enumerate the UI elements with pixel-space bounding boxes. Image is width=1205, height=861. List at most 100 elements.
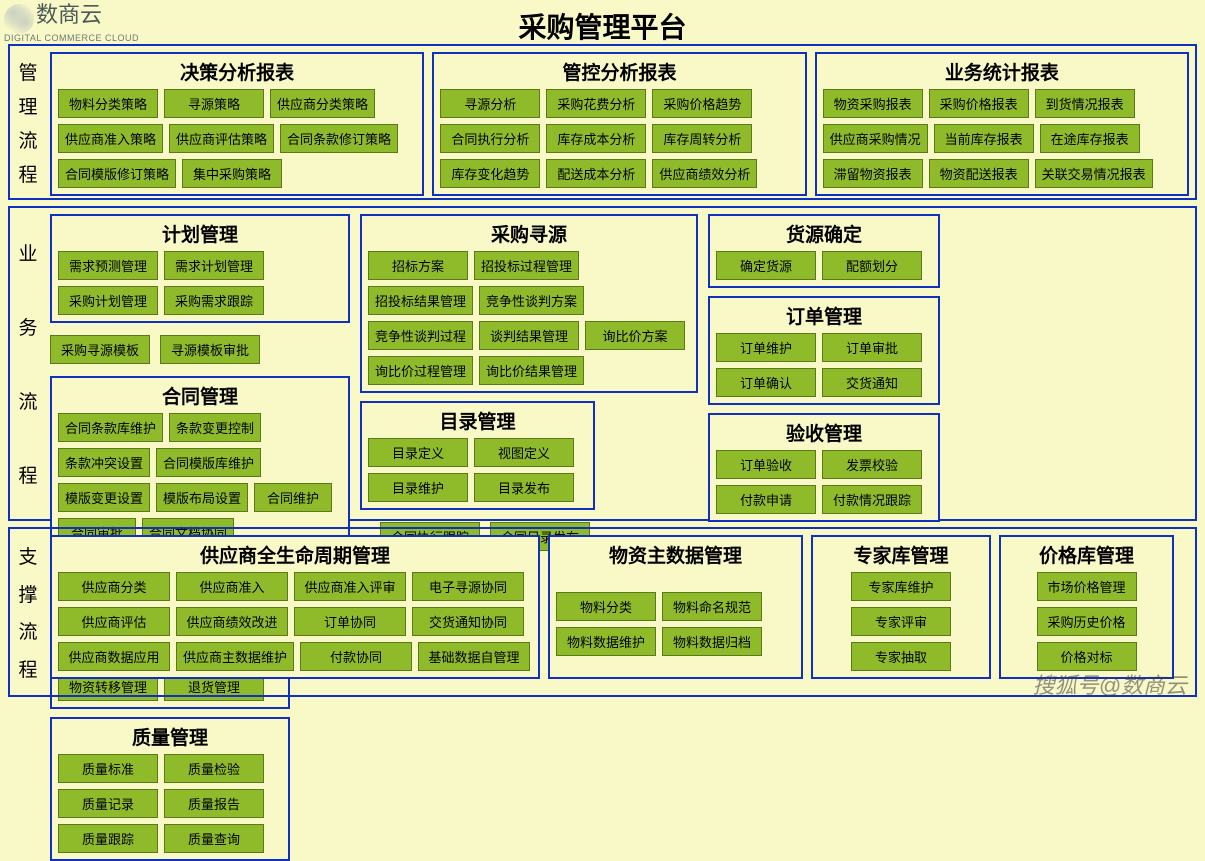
item[interactable]: 合同执行分析 <box>440 124 540 153</box>
item[interactable]: 供应商准入 <box>176 572 288 601</box>
item[interactable]: 招投标结果管理 <box>368 286 473 315</box>
item[interactable]: 谈判结果管理 <box>479 321 579 350</box>
item[interactable]: 供应商分类 <box>58 572 170 601</box>
item[interactable]: 采购价格趋势 <box>652 89 752 118</box>
item[interactable]: 发票校验 <box>822 450 922 479</box>
item[interactable]: 采购历史价格 <box>1037 607 1137 636</box>
item[interactable]: 订单确认 <box>716 368 816 397</box>
item[interactable]: 供应商准入策略 <box>58 124 163 153</box>
item[interactable]: 合同条款修订策略 <box>280 124 398 153</box>
item[interactable]: 需求计划管理 <box>164 251 264 280</box>
item[interactable]: 询比价方案 <box>585 321 685 350</box>
group-quality: 质量管理 质量标准质量检验质量记录质量报告质量跟踪质量查询 <box>50 717 290 861</box>
item[interactable]: 专家库维护 <box>851 572 951 601</box>
item[interactable]: 采购价格报表 <box>929 89 1029 118</box>
page-title: 采购管理平台 <box>0 0 1205 46</box>
item[interactable]: 付款申请 <box>716 485 816 514</box>
item[interactable]: 质量记录 <box>58 789 158 818</box>
item[interactable]: 库存变化趋势 <box>440 159 540 188</box>
item[interactable]: 订单审批 <box>822 333 922 362</box>
watermark: 搜狐号@数商云 <box>1033 668 1187 700</box>
item[interactable]: 需求预测管理 <box>58 251 158 280</box>
item[interactable]: 电子寻源协同 <box>412 572 524 601</box>
item[interactable]: 到货情况报表 <box>1035 89 1135 118</box>
item[interactable]: 采购花费分析 <box>546 89 646 118</box>
item[interactable]: 供应商评估 <box>58 607 170 636</box>
item[interactable]: 供应商分类策略 <box>270 89 375 118</box>
item[interactable]: 专家评审 <box>851 607 951 636</box>
item[interactable]: 寻源分析 <box>440 89 540 118</box>
item[interactable]: 质量跟踪 <box>58 824 158 853</box>
item[interactable]: 物料分类策略 <box>58 89 158 118</box>
item[interactable]: 合同模版修订策略 <box>58 159 176 188</box>
item[interactable]: 供应商评估策略 <box>169 124 274 153</box>
item[interactable]: 寻源模板审批 <box>160 335 260 364</box>
item[interactable]: 付款情况跟踪 <box>822 485 922 514</box>
group-sourcing: 采购寻源 招标方案招投标过程管理招投标结果管理竞争性谈判方案竞争性谈判过程谈判结… <box>360 214 698 393</box>
item[interactable]: 采购寻源模板 <box>50 335 150 364</box>
item[interactable]: 竞争性谈判方案 <box>479 286 584 315</box>
item[interactable]: 库存周转分析 <box>652 124 752 153</box>
item[interactable]: 目录发布 <box>474 473 574 502</box>
section-management: 管理流程 决策分析报表 物料分类策略寻源策略供应商分类策略供应商准入策略供应商评… <box>8 44 1197 200</box>
item[interactable]: 交货通知 <box>822 368 922 397</box>
item[interactable]: 集中采购策略 <box>182 159 282 188</box>
item[interactable]: 订单维护 <box>716 333 816 362</box>
item[interactable]: 质量标准 <box>58 754 158 783</box>
item[interactable]: 质量报告 <box>164 789 264 818</box>
item[interactable]: 条款冲突设置 <box>58 448 150 477</box>
item[interactable]: 竞争性谈判过程 <box>368 321 473 350</box>
item[interactable]: 付款协同 <box>300 642 412 671</box>
group-control-reports: 管控分析报表 寻源分析采购花费分析采购价格趋势合同执行分析库存成本分析库存周转分… <box>432 52 806 196</box>
item[interactable]: 物料分类 <box>556 592 656 621</box>
item[interactable]: 质量检验 <box>164 754 264 783</box>
item[interactable]: 物料数据归档 <box>662 627 762 656</box>
item[interactable]: 供应商主数据维护 <box>176 642 294 671</box>
item[interactable]: 交货通知协同 <box>412 607 524 636</box>
item[interactable]: 配额划分 <box>822 251 922 280</box>
item[interactable]: 当前库存报表 <box>934 124 1034 153</box>
item[interactable]: 条款变更控制 <box>169 413 261 442</box>
item[interactable]: 确定货源 <box>716 251 816 280</box>
item[interactable]: 合同模版库维护 <box>156 448 261 477</box>
item[interactable]: 供应商绩效改进 <box>176 607 288 636</box>
item[interactable]: 物资采购报表 <box>823 89 923 118</box>
group-material-master: 物资主数据管理 物料分类物料命名规范物料数据维护物料数据归档 <box>548 535 803 679</box>
item[interactable]: 市场价格管理 <box>1037 572 1137 601</box>
item[interactable]: 寻源策略 <box>164 89 264 118</box>
item[interactable]: 物料命名规范 <box>662 592 762 621</box>
item[interactable]: 采购需求跟踪 <box>164 286 264 315</box>
item[interactable]: 目录定义 <box>368 438 468 467</box>
item[interactable]: 模版变更设置 <box>58 483 150 512</box>
item[interactable]: 视图定义 <box>474 438 574 467</box>
item[interactable]: 在途库存报表 <box>1040 124 1140 153</box>
item[interactable]: 价格对标 <box>1037 642 1137 671</box>
item[interactable]: 询比价结果管理 <box>479 356 584 385</box>
section-support: 支撑流程 供应商全生命周期管理 供应商分类供应商准入供应商准入评审电子寻源协同供… <box>8 527 1197 697</box>
item[interactable]: 采购计划管理 <box>58 286 158 315</box>
item[interactable]: 供应商绩效分析 <box>652 159 757 188</box>
group-catalog: 目录管理 目录定义视图定义目录维护目录发布 <box>360 401 595 510</box>
item[interactable]: 合同维护 <box>254 483 332 512</box>
item[interactable]: 库存成本分析 <box>546 124 646 153</box>
item[interactable]: 模版布局设置 <box>156 483 248 512</box>
item[interactable]: 供应商数据应用 <box>58 642 170 671</box>
item[interactable]: 招投标过程管理 <box>474 251 579 280</box>
item[interactable]: 供应商准入评审 <box>294 572 406 601</box>
item[interactable]: 合同条款库维护 <box>58 413 163 442</box>
item[interactable]: 基础数据自管理 <box>418 642 530 671</box>
item[interactable]: 供应商采购情况 <box>823 124 928 153</box>
item[interactable]: 专家抽取 <box>851 642 951 671</box>
item[interactable]: 物资配送报表 <box>929 159 1029 188</box>
logo: 数商云 DIGITAL COMMERCE CLOUD <box>4 4 139 43</box>
item[interactable]: 配送成本分析 <box>546 159 646 188</box>
item[interactable]: 目录维护 <box>368 473 468 502</box>
item[interactable]: 质量查询 <box>164 824 264 853</box>
item[interactable]: 询比价过程管理 <box>368 356 473 385</box>
item[interactable]: 关联交易情况报表 <box>1035 159 1153 188</box>
item[interactable]: 滞留物资报表 <box>823 159 923 188</box>
item[interactable]: 招标方案 <box>368 251 468 280</box>
item[interactable]: 物料数据维护 <box>556 627 656 656</box>
item[interactable]: 订单协同 <box>294 607 406 636</box>
item[interactable]: 订单验收 <box>716 450 816 479</box>
